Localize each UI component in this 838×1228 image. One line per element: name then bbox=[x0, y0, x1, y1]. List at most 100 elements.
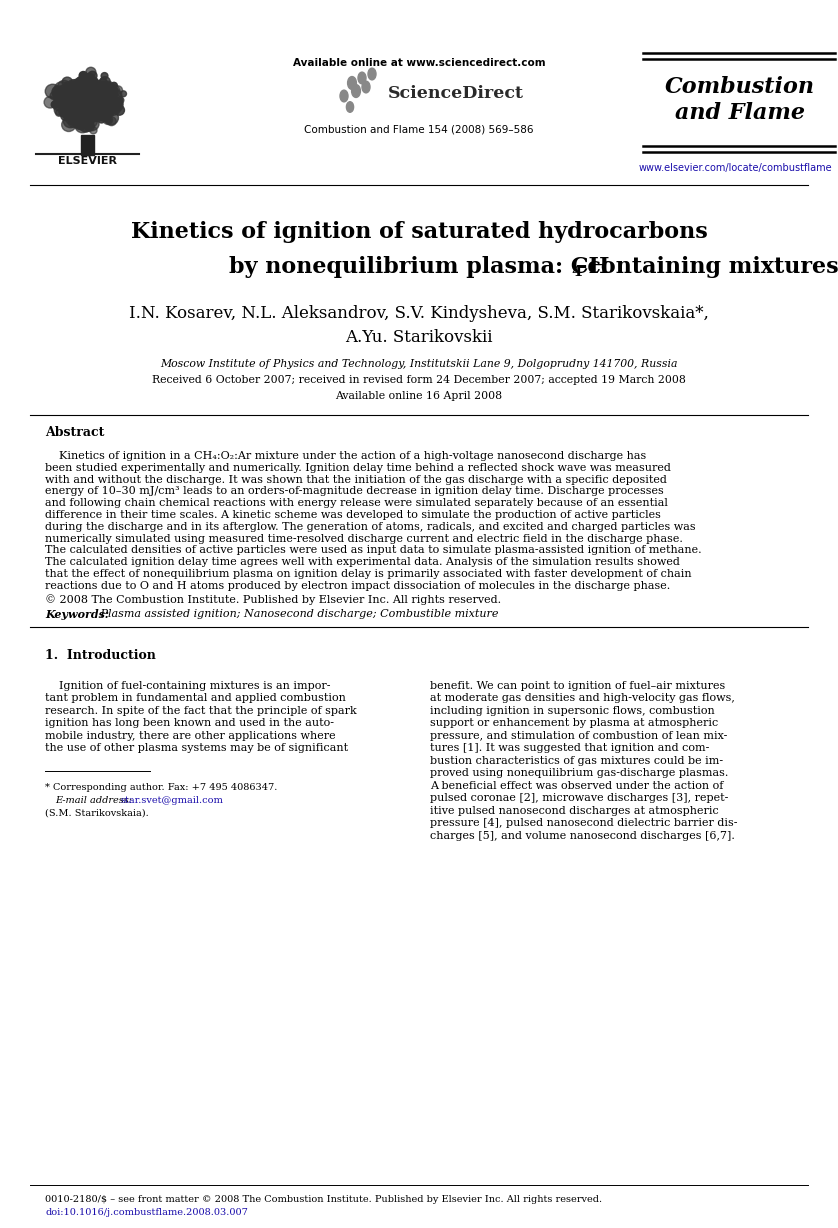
Circle shape bbox=[62, 118, 75, 131]
Circle shape bbox=[64, 114, 77, 128]
Circle shape bbox=[73, 112, 88, 125]
Circle shape bbox=[94, 113, 101, 122]
Circle shape bbox=[76, 95, 90, 107]
Text: mobile industry, there are other applications where: mobile industry, there are other applica… bbox=[45, 731, 336, 740]
Circle shape bbox=[108, 85, 116, 95]
Text: 0010-2180/$ – see front matter © 2008 The Combustion Institute. Published by Els: 0010-2180/$ – see front matter © 2008 Th… bbox=[45, 1195, 603, 1203]
Circle shape bbox=[51, 101, 59, 108]
Circle shape bbox=[100, 108, 111, 119]
Text: 4: 4 bbox=[571, 265, 582, 279]
Circle shape bbox=[85, 87, 101, 101]
Circle shape bbox=[80, 90, 87, 96]
Circle shape bbox=[75, 76, 87, 88]
Circle shape bbox=[64, 108, 75, 119]
Circle shape bbox=[84, 87, 93, 96]
Circle shape bbox=[70, 108, 75, 114]
Circle shape bbox=[96, 95, 102, 101]
Text: bustion characteristics of gas mixtures could be im-: bustion characteristics of gas mixtures … bbox=[430, 755, 723, 765]
Circle shape bbox=[84, 96, 99, 109]
Circle shape bbox=[91, 104, 98, 111]
Circle shape bbox=[86, 101, 101, 114]
Text: ignition has long been known and used in the auto-: ignition has long been known and used in… bbox=[45, 718, 334, 728]
Circle shape bbox=[86, 108, 92, 113]
Circle shape bbox=[97, 86, 111, 99]
Text: Kinetics of ignition of saturated hydrocarbons: Kinetics of ignition of saturated hydroc… bbox=[131, 221, 707, 243]
Circle shape bbox=[70, 98, 80, 108]
Circle shape bbox=[79, 75, 89, 85]
Circle shape bbox=[65, 84, 80, 98]
Circle shape bbox=[79, 92, 88, 102]
Circle shape bbox=[86, 92, 93, 99]
Text: and Flame: and Flame bbox=[675, 102, 805, 124]
Circle shape bbox=[65, 108, 76, 118]
Text: reactions due to O and H atoms produced by electron impact dissociation of molec: reactions due to O and H atoms produced … bbox=[45, 581, 670, 591]
Text: A beneficial effect was observed under the action of: A beneficial effect was observed under t… bbox=[430, 781, 723, 791]
Circle shape bbox=[60, 87, 70, 96]
Circle shape bbox=[86, 103, 96, 112]
Circle shape bbox=[58, 93, 72, 107]
Circle shape bbox=[60, 102, 72, 113]
Text: Received 6 October 2007; received in revised form 24 December 2007; accepted 19 : Received 6 October 2007; received in rev… bbox=[152, 375, 686, 386]
Circle shape bbox=[96, 93, 104, 102]
Circle shape bbox=[87, 90, 98, 99]
Circle shape bbox=[96, 103, 106, 112]
Circle shape bbox=[76, 79, 90, 91]
Circle shape bbox=[90, 107, 97, 114]
Circle shape bbox=[75, 87, 88, 98]
Circle shape bbox=[106, 84, 120, 98]
Text: Plasma assisted ignition; Nanosecond discharge; Combustible mixture: Plasma assisted ignition; Nanosecond dis… bbox=[97, 609, 499, 619]
Circle shape bbox=[70, 108, 80, 117]
Circle shape bbox=[97, 108, 111, 122]
Circle shape bbox=[76, 85, 88, 96]
Text: A.Yu. Starikovskii: A.Yu. Starikovskii bbox=[345, 329, 493, 345]
Circle shape bbox=[73, 88, 82, 97]
Circle shape bbox=[68, 82, 82, 95]
Circle shape bbox=[92, 104, 106, 118]
Text: proved using nonequilibrium gas-discharge plasmas.: proved using nonequilibrium gas-discharg… bbox=[430, 768, 728, 779]
Circle shape bbox=[91, 98, 103, 109]
Circle shape bbox=[106, 97, 115, 106]
Text: numerically simulated using measured time-resolved discharge current and electri: numerically simulated using measured tim… bbox=[45, 534, 683, 544]
Circle shape bbox=[76, 97, 82, 103]
Circle shape bbox=[79, 81, 91, 92]
Text: E-mail address:: E-mail address: bbox=[55, 796, 135, 804]
Circle shape bbox=[83, 85, 97, 98]
Text: pulsed coronae [2], microwave discharges [3], repet-: pulsed coronae [2], microwave discharges… bbox=[430, 793, 728, 803]
Circle shape bbox=[89, 77, 98, 86]
Circle shape bbox=[91, 103, 98, 111]
Circle shape bbox=[84, 86, 91, 93]
Circle shape bbox=[110, 96, 118, 104]
Circle shape bbox=[75, 95, 85, 103]
Circle shape bbox=[96, 101, 103, 107]
Circle shape bbox=[75, 113, 83, 120]
Circle shape bbox=[75, 118, 88, 130]
Text: The calculated densities of active particles were used as input data to simulate: The calculated densities of active parti… bbox=[45, 545, 701, 555]
Circle shape bbox=[85, 95, 94, 103]
Circle shape bbox=[91, 86, 97, 92]
Bar bbox=[80, 135, 95, 155]
Circle shape bbox=[71, 103, 81, 113]
Circle shape bbox=[60, 90, 73, 102]
Text: Available online 16 April 2008: Available online 16 April 2008 bbox=[335, 391, 503, 402]
Text: the use of other plasma systems may be of significant: the use of other plasma systems may be o… bbox=[45, 743, 348, 753]
Circle shape bbox=[76, 87, 90, 99]
Circle shape bbox=[81, 82, 91, 92]
Circle shape bbox=[44, 97, 56, 108]
Circle shape bbox=[74, 108, 86, 120]
Circle shape bbox=[67, 107, 80, 120]
Circle shape bbox=[111, 99, 123, 112]
Circle shape bbox=[115, 99, 123, 107]
Circle shape bbox=[91, 86, 100, 95]
Text: www.elsevier.com/locate/combustflame: www.elsevier.com/locate/combustflame bbox=[639, 163, 832, 173]
Circle shape bbox=[90, 81, 101, 92]
Circle shape bbox=[65, 99, 73, 107]
Circle shape bbox=[73, 79, 80, 85]
Circle shape bbox=[79, 98, 91, 111]
Text: support or enhancement by plasma at atmospheric: support or enhancement by plasma at atmo… bbox=[430, 718, 718, 728]
Circle shape bbox=[94, 87, 108, 102]
Circle shape bbox=[97, 102, 105, 109]
Circle shape bbox=[76, 107, 85, 114]
Circle shape bbox=[103, 103, 110, 111]
Circle shape bbox=[90, 126, 97, 134]
Circle shape bbox=[65, 108, 76, 119]
